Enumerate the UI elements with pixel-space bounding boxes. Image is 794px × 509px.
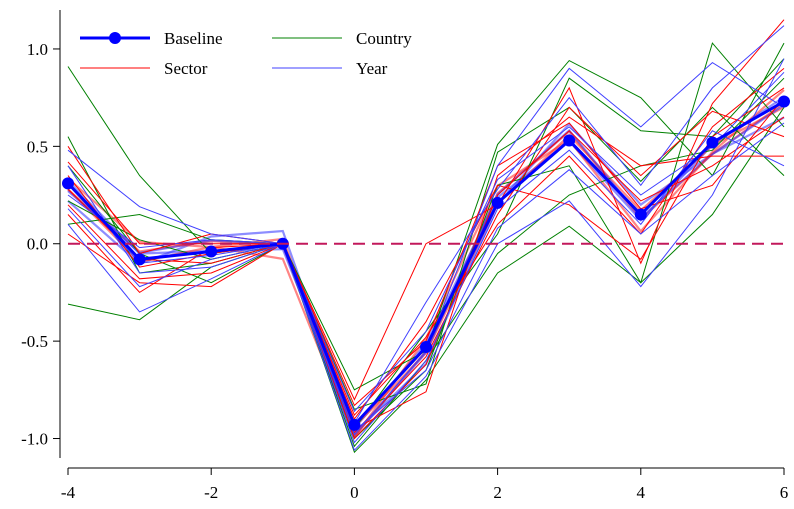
baseline-point (778, 95, 790, 108)
legend-label: Baseline (164, 29, 223, 48)
legend-label: Year (356, 59, 388, 78)
baseline-point (348, 418, 361, 431)
legend: Baseline Country Sector Year (80, 29, 412, 78)
baseline-point (205, 245, 218, 258)
year-series-line (67, 58, 785, 452)
baseline-point (563, 134, 576, 147)
bundle-line (67, 106, 785, 429)
y-tick-label: 0.0 (27, 235, 48, 254)
baseline-point (491, 196, 504, 209)
y-tick-label: -1.0 (21, 430, 48, 449)
baseline-point (420, 340, 432, 353)
x-tick-label: -4 (61, 483, 76, 502)
year-series-line (67, 130, 785, 444)
x-tick-label: 6 (780, 483, 789, 502)
year-series-line (67, 71, 785, 413)
y-tick-label: -0.5 (21, 332, 48, 351)
baseline-point (62, 177, 74, 190)
sector-series-line (67, 116, 784, 430)
baseline-point (706, 136, 719, 149)
bundle-line (67, 89, 785, 440)
y-tick-label: 0.5 (27, 137, 48, 156)
sector-series-line (67, 19, 785, 401)
legend-marker (109, 32, 121, 44)
year-series-line (67, 122, 785, 432)
y-tick-label: 1.0 (27, 40, 48, 59)
x-tick-label: 4 (637, 483, 646, 502)
legend-label: Country (356, 29, 412, 48)
robustness-series-group (67, 19, 785, 454)
baseline-point (634, 208, 647, 221)
bundle-line (67, 116, 785, 436)
baseline-point (133, 253, 146, 266)
x-tick-label: -2 (204, 483, 218, 502)
country-series-line (67, 106, 785, 410)
year-series-line (67, 25, 785, 425)
baseline-series-group (62, 95, 790, 431)
sector-series-line (67, 106, 785, 434)
x-tick-label: 2 (493, 483, 502, 502)
legend-label: Sector (164, 59, 208, 78)
x-tick-label: 0 (350, 483, 359, 502)
axes: -1.0 -0.5 0.0 0.5 1.0 -4 -2 0 2 4 6 (21, 10, 788, 502)
country-series-line (67, 107, 785, 454)
line-bundle (67, 89, 785, 440)
bundle-line (67, 96, 785, 431)
